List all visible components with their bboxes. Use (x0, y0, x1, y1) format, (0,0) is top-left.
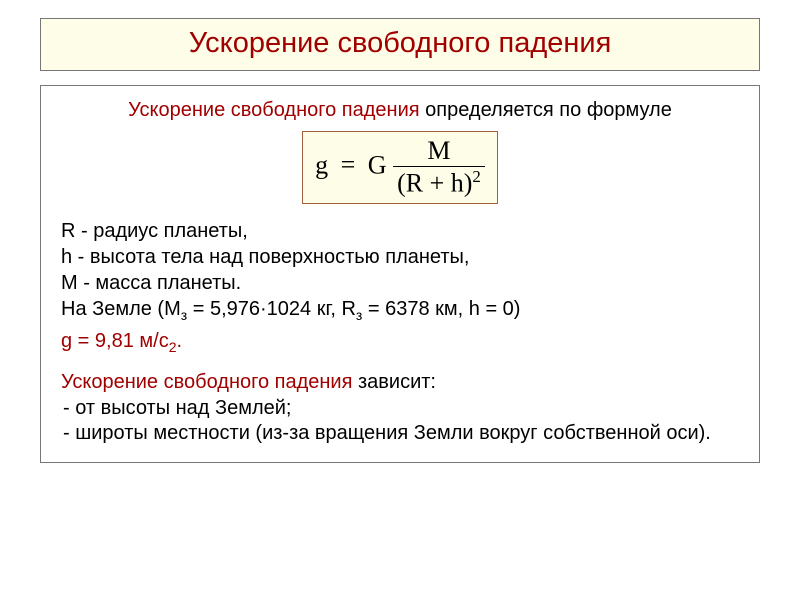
formula-lhs: g (315, 150, 328, 179)
intro-rest: определяется по формуле (420, 99, 672, 121)
depends-item: от высоты над Землей; (81, 396, 739, 421)
formula-numerator: M (393, 138, 485, 166)
depends-header: Ускорение свободного падения зависит: (61, 371, 739, 394)
formula-G: G (368, 150, 387, 179)
depends-item: широты местности (из-за вращения Земли в… (81, 421, 739, 446)
slide-title: Ускорение свободного падения (51, 27, 749, 60)
formula-fraction: M (R + h)2 (393, 138, 485, 197)
slide: Ускорение свободного падения Ускорение с… (0, 0, 800, 600)
def-earth: На Земле (Мз = 5,976·1024 кг, Rз = 6378 … (61, 296, 739, 324)
def-h: h - высота тела над поверхностью планеты… (61, 244, 739, 270)
depends-rest: зависит: (352, 371, 436, 393)
def-r: R - радиус планеты, (61, 218, 739, 244)
depends-list: от высоты над Землей; широты местности (… (61, 396, 739, 446)
title-box: Ускорение свободного падения (40, 18, 760, 71)
depends-term: Ускорение свободного падения (61, 371, 352, 393)
formula: g = G M (R + h)2 (302, 131, 498, 204)
formula-container: g = G M (R + h)2 (61, 131, 739, 204)
g-value: g = 9,81 м/с2. (61, 330, 739, 355)
definitions: R - радиус планеты, h - высота тела над … (61, 218, 739, 324)
def-m: М - масса планеты. (61, 270, 739, 296)
formula-eq: = (335, 150, 362, 179)
intro-term: Ускорение свободного падения (128, 99, 419, 121)
intro-line: Ускорение свободного падения определяетс… (61, 98, 739, 123)
formula-denominator: (R + h)2 (393, 166, 485, 197)
content-box: Ускорение свободного падения определяетс… (40, 85, 760, 463)
